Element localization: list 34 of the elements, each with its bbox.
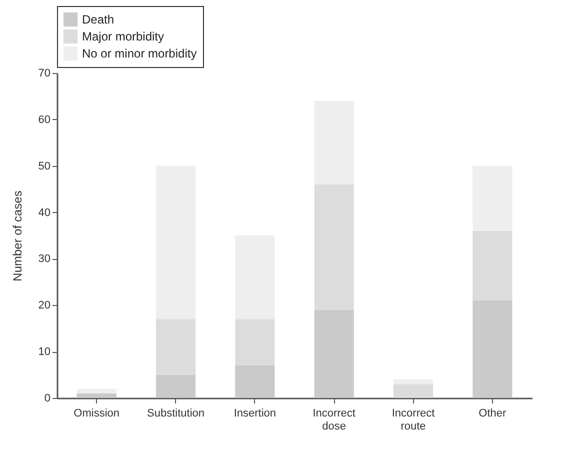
y-axis-title: Number of cases xyxy=(10,190,24,282)
bar xyxy=(393,379,434,384)
x-tick-label: Substitution xyxy=(147,408,204,420)
y-tick-label: 10 xyxy=(38,346,50,358)
y-tick-label: 70 xyxy=(38,68,50,80)
bar xyxy=(472,300,512,398)
bar xyxy=(314,100,354,184)
x-tick-label: Insertion xyxy=(234,408,276,420)
x-tick-label: Incorrect route xyxy=(392,408,435,432)
y-tick-label: 40 xyxy=(38,206,50,219)
x-tick-label: Other xyxy=(478,408,507,420)
bar xyxy=(235,319,275,366)
bar xyxy=(472,230,512,300)
y-tick-label: 0 xyxy=(44,392,50,404)
x-tick-label: Incorrect dose xyxy=(312,408,356,432)
bar xyxy=(393,384,434,398)
y-tick-label: 60 xyxy=(38,114,50,126)
y-tick-label: 50 xyxy=(38,160,50,172)
y-tick-label: 20 xyxy=(38,300,50,312)
bar xyxy=(235,366,275,398)
bar xyxy=(314,310,354,398)
legend-label: Death xyxy=(82,12,114,26)
bar xyxy=(156,166,196,320)
bar xyxy=(235,236,275,320)
legend-label: No or minor morbidity xyxy=(82,46,197,60)
y-tick-label: 30 xyxy=(38,253,50,266)
bar xyxy=(472,166,512,231)
x-tick-label: Omission xyxy=(74,408,120,420)
bar xyxy=(156,319,196,375)
bar xyxy=(156,374,196,398)
bar xyxy=(314,184,354,310)
bar xyxy=(76,388,116,394)
bar xyxy=(76,393,116,398)
legend-label: Major morbidity xyxy=(82,30,164,44)
